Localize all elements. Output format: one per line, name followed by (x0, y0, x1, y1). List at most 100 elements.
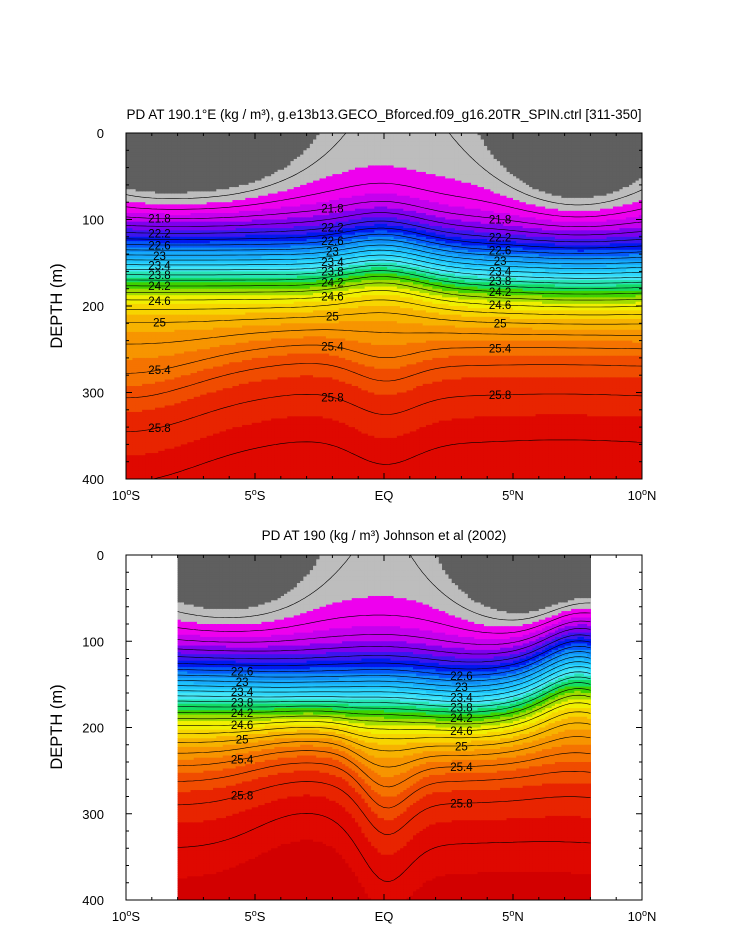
contour-fill-cell (135, 364, 140, 368)
contour-fill-cell (126, 318, 130, 322)
contour-fill-cell (126, 414, 130, 417)
contour-fill-cell (142, 267, 146, 270)
contour-fill-cell (145, 150, 150, 154)
contour-fill-cell (142, 143, 146, 147)
contour-fill-cell (145, 236, 150, 240)
contour-fill-cell (145, 169, 150, 173)
contour-fill-cell (132, 407, 137, 411)
contour-fill-cell (138, 390, 143, 394)
contour-fill-cell (142, 349, 146, 353)
contour-fill-cell (138, 249, 143, 253)
contour-fill-cell (132, 137, 137, 141)
contour-fill-cell (132, 394, 137, 398)
contour-fill-cell (138, 470, 143, 474)
contour-fill-cell (132, 472, 137, 476)
contour-fill-cell (145, 303, 150, 307)
contour-fill-cell (132, 238, 137, 242)
contour-fill-cell (135, 247, 140, 251)
contour-fill-cell (148, 184, 153, 188)
contour-fill-cell (142, 459, 146, 463)
contour-fill-cell (142, 388, 146, 391)
contour-fill-cell (126, 189, 130, 192)
contour-fill-cell (135, 370, 140, 374)
contour-fill-cell (132, 277, 137, 281)
contour-fill-cell (135, 271, 140, 275)
contour-fill-cell (142, 171, 146, 175)
contour-fill-cell (138, 466, 143, 469)
contour-fill-cell (129, 429, 134, 433)
contour-fill-cell (126, 338, 130, 342)
contour-fill-cell (142, 210, 146, 214)
contour-fill-cell (138, 247, 143, 251)
contour-fill-cell (138, 206, 143, 210)
contour-fill-cell (148, 161, 153, 164)
contour-fill-cell (126, 370, 130, 374)
contour-fill-cell (142, 342, 146, 346)
contour-fill-cell (129, 340, 134, 344)
contour-fill-cell (129, 135, 134, 138)
contour-fill-cell (135, 180, 140, 184)
contour-fill-cell (135, 318, 140, 322)
contour-fill-cell (145, 381, 150, 385)
contour-fill-cell (145, 418, 150, 422)
contour-fill-cell (135, 405, 140, 409)
contour-fill-cell (135, 174, 140, 177)
contour-fill-cell (142, 409, 146, 413)
contour-fill-cell (135, 444, 140, 448)
contour-fill-cell (142, 293, 146, 296)
contour-fill-cell (145, 217, 150, 221)
contour-fill-cell (142, 184, 146, 188)
contour-fill-cell (126, 353, 130, 357)
contour-fill-cell (142, 217, 146, 221)
contour-fill-cell (138, 472, 143, 476)
contour-fill-cell (145, 355, 150, 359)
contour-fill-cell (138, 463, 143, 467)
contour-fill-cell (132, 225, 137, 229)
contour-fill-cell (126, 424, 130, 428)
contour-fill-cell (138, 264, 143, 268)
contour-fill-cell (142, 133, 146, 136)
contour-fill-cell (145, 232, 150, 236)
contour-fill-cell (142, 139, 146, 143)
contour-fill-cell (132, 418, 137, 422)
contour-fill-cell (126, 362, 130, 365)
contour-fill-cell (145, 373, 150, 376)
contour-fill-cell (126, 366, 130, 370)
contour-fill-cell (132, 396, 137, 400)
contour-fill-cell (145, 351, 150, 355)
contour-fill-cell (129, 327, 134, 331)
contour-fill-cell (135, 217, 140, 221)
contour-fill-cell (138, 275, 143, 279)
contour-fill-cell (132, 366, 137, 370)
contour-fill-cell (138, 241, 143, 244)
contour-fill-cell (148, 139, 153, 143)
contour-fill-cell (142, 197, 146, 201)
contour-fill-cell (138, 418, 143, 422)
contour-fill-cell (145, 466, 150, 469)
contour-fill-cell (148, 169, 153, 173)
contour-fill-cell (138, 327, 143, 331)
contour-fill-cell (129, 409, 134, 413)
contour-fill-cell (129, 370, 134, 374)
contour-fill-cell (148, 191, 153, 195)
contour-fill-cell (129, 174, 134, 177)
contour-fill-cell (138, 446, 143, 450)
contour-fill-cell (126, 152, 130, 156)
contour-fill-cell (129, 165, 134, 169)
contour-fill-cell (142, 373, 146, 376)
contour-fill-cell (145, 327, 150, 331)
contour-fill-cell (126, 165, 130, 169)
contour-fill-cell (129, 286, 134, 290)
contour-fill-cell (129, 334, 134, 337)
contour-fill-cell (142, 236, 146, 240)
contour-fill-cell (129, 161, 134, 164)
contour-fill-cell (126, 364, 130, 368)
contour-fill-cell (138, 280, 143, 283)
contour-fill-cell (135, 150, 140, 154)
contour-fill-cell (138, 351, 143, 355)
contour-fill-cell (126, 171, 130, 175)
contour-fill-cell (132, 349, 137, 353)
contour-fill-cell (135, 327, 140, 331)
contour-fill-cell (142, 264, 146, 268)
contour-fill-cell (138, 141, 143, 145)
